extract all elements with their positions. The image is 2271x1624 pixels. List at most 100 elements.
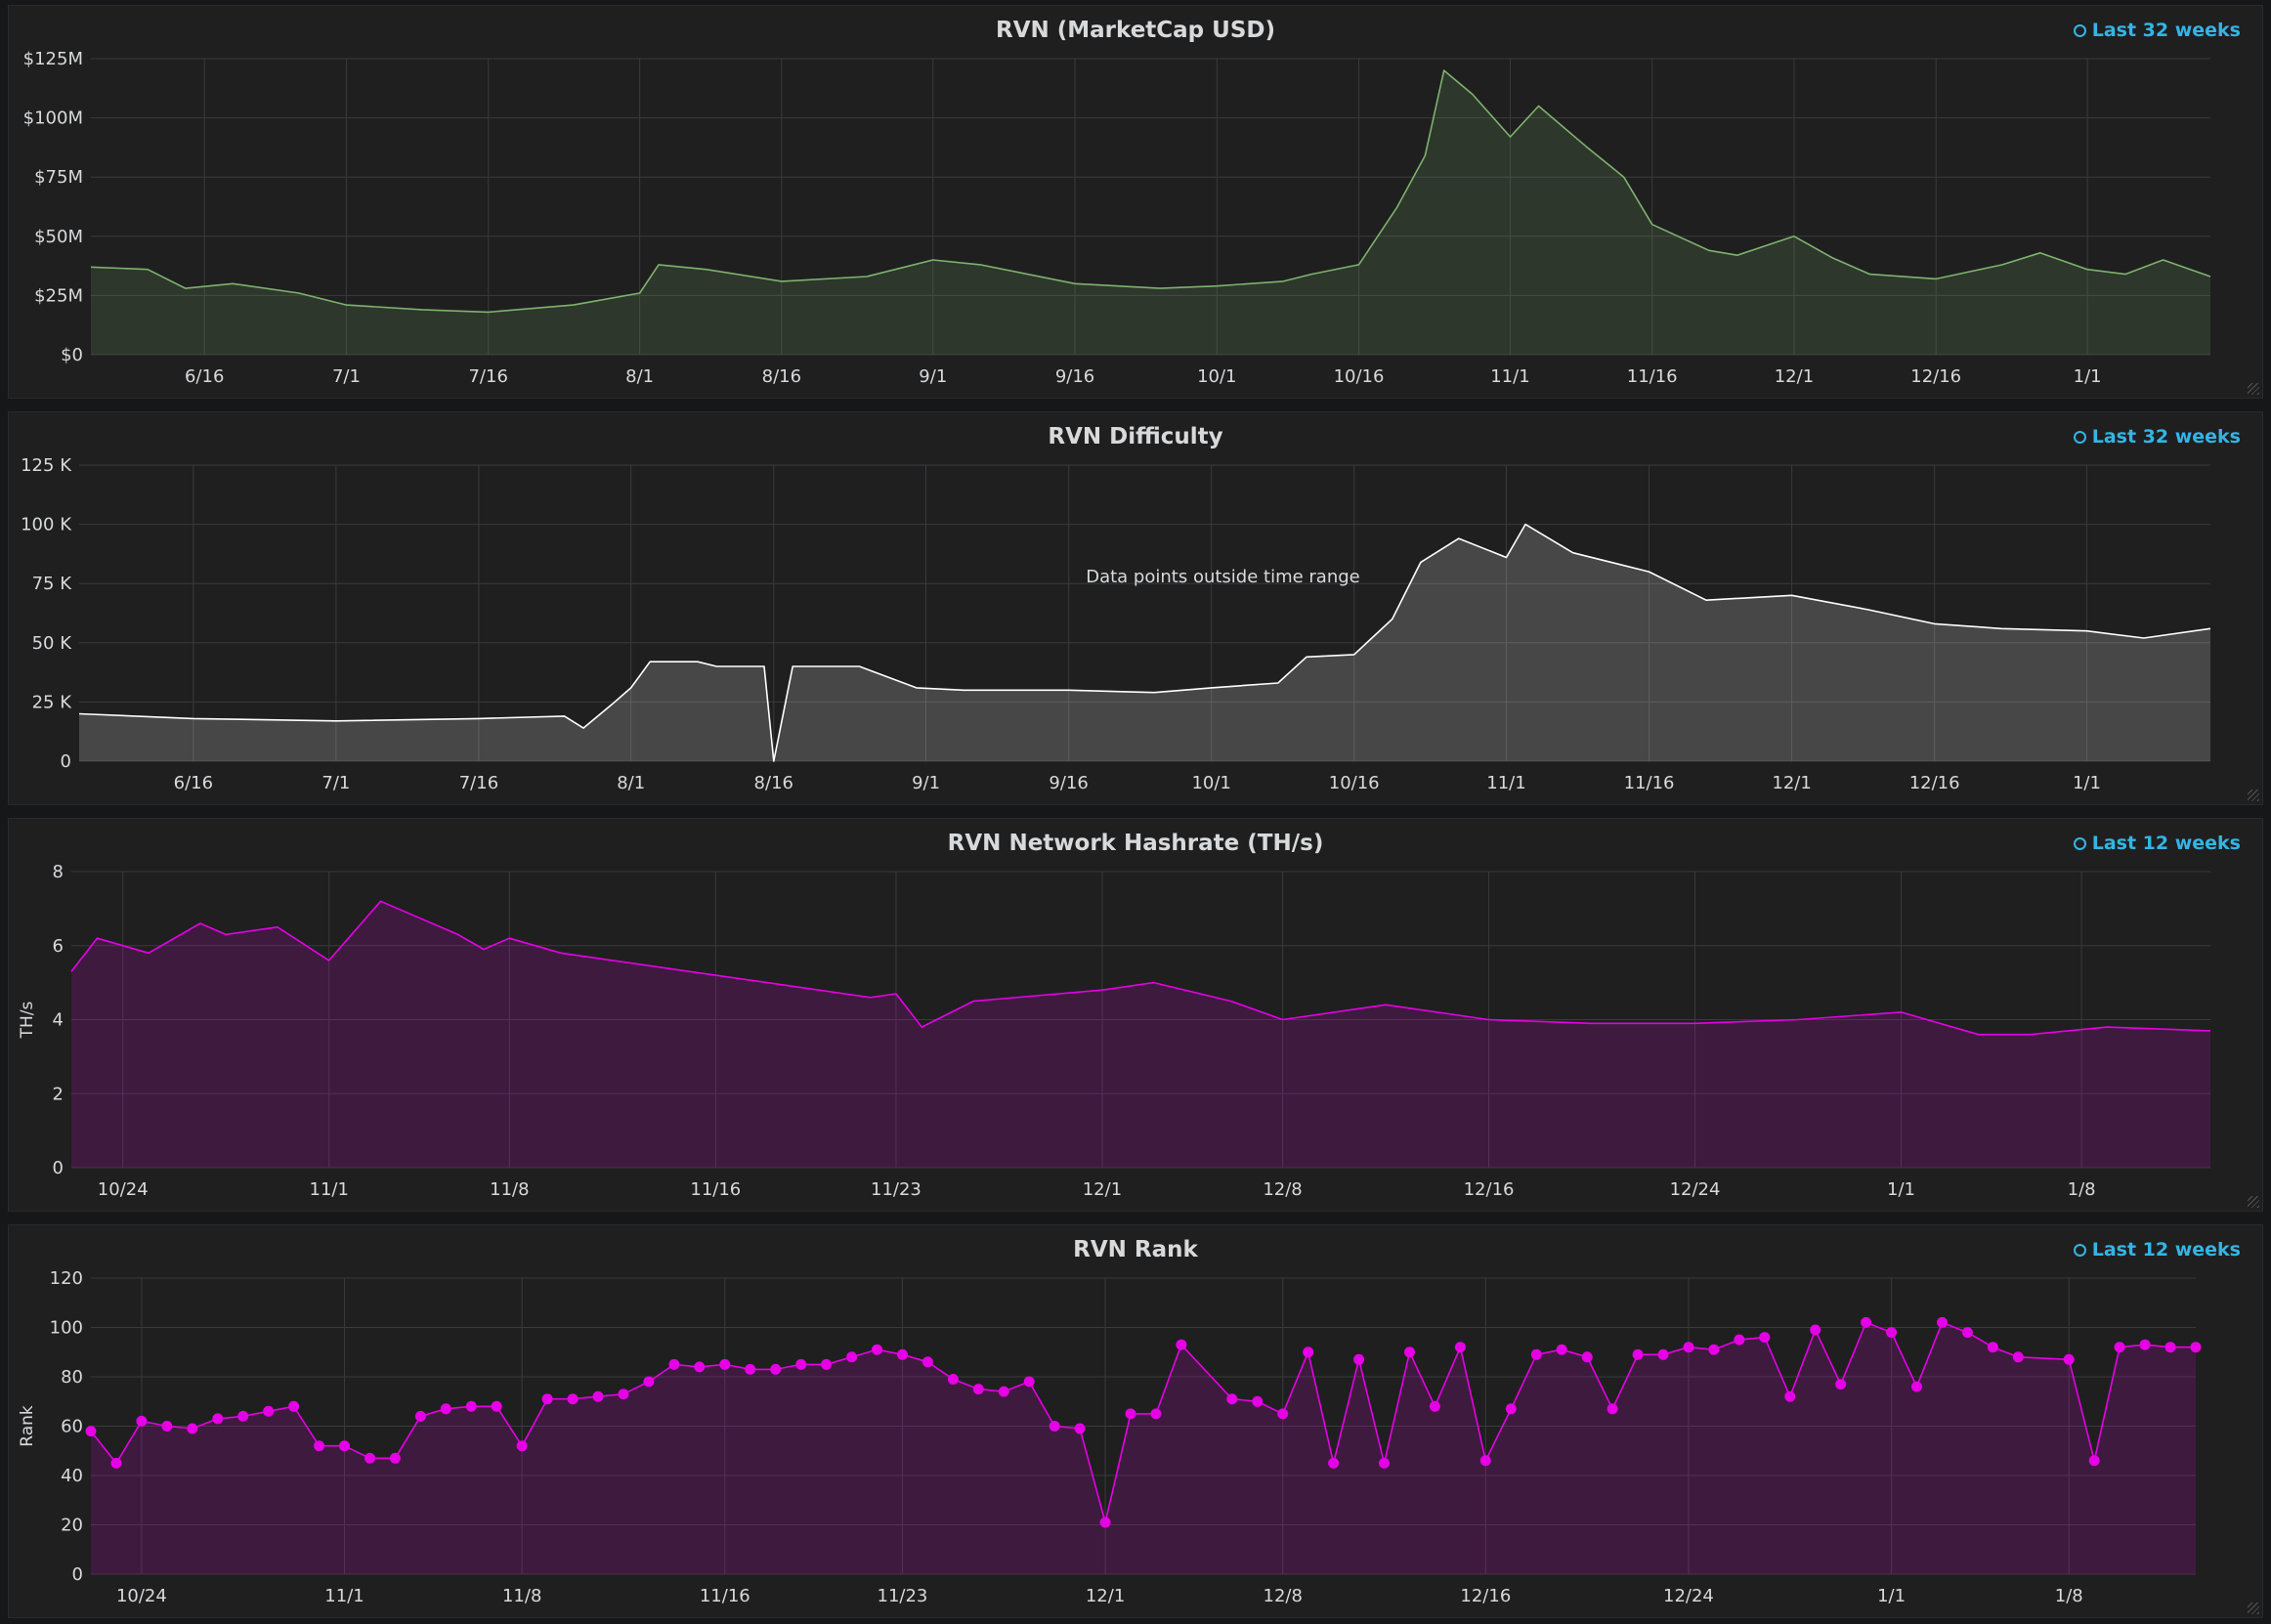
chart-annotation: Data points outside time range (1086, 567, 1360, 587)
series-area-fill (71, 901, 2210, 1168)
data-point (1226, 1393, 1238, 1405)
data-point (1556, 1344, 1567, 1355)
time-range-picker[interactable]: Last 12 weeks (2073, 833, 2241, 854)
x-tick-label: 11/16 (1624, 773, 1675, 793)
x-tick-label: 12/16 (1464, 1179, 1515, 1200)
x-tick-label: 9/1 (912, 773, 940, 793)
x-tick-label: 10/16 (1329, 773, 1380, 793)
resize-handle-icon[interactable] (2248, 383, 2259, 395)
data-point (618, 1389, 629, 1400)
x-tick-label: 11/1 (1486, 773, 1525, 793)
data-point (872, 1344, 882, 1355)
data-point (1683, 1342, 1694, 1353)
x-tick-label: 7/16 (459, 773, 498, 793)
difficulty-chart[interactable]: 0 25 K 50 K 75 K 100 K 125 K 6/16 7/1 7/16 8/1 8/1… (9, 412, 2264, 806)
series-area-fill (79, 524, 2210, 761)
data-point (1074, 1423, 1086, 1434)
clock-icon (2073, 1244, 2086, 1257)
panel-title[interactable]: RVN (MarketCap USD) (995, 18, 1276, 43)
data-point (2139, 1339, 2151, 1350)
data-point (263, 1405, 275, 1417)
x-tick-label: 10/1 (1191, 773, 1230, 793)
x-tick-label: 7/16 (468, 366, 507, 387)
data-point (1379, 1457, 1390, 1469)
data-point (1937, 1316, 1948, 1328)
y-tick-label: 100 K (21, 515, 72, 535)
x-tick-label: 7/1 (332, 366, 361, 387)
data-point (389, 1452, 401, 1464)
panel-title[interactable]: RVN Network Hashrate (TH/s) (947, 831, 1324, 856)
y-tick-label: $0 (61, 345, 83, 365)
resize-handle-icon[interactable] (2248, 1196, 2259, 1208)
x-tick-label: 8/16 (754, 773, 793, 793)
data-point (1404, 1346, 1415, 1358)
x-tick-label: 11/23 (871, 1179, 921, 1200)
data-point (1303, 1346, 1314, 1358)
data-point (2114, 1342, 2125, 1353)
x-tick-label: 9/1 (919, 366, 947, 387)
x-tick-label: 1/1 (1887, 1179, 1915, 1200)
data-point (85, 1426, 97, 1437)
data-point (1657, 1348, 1669, 1360)
hashrate-chart[interactable]: 0 2 4 6 8 10/24 11/1 11/8 11/16 11/23 12/1 12/8 12/1… (9, 819, 2264, 1213)
data-point (440, 1403, 451, 1415)
rank-chart[interactable]: 0 20 40 60 80 100 120 10/24 11/1 11/8 11/16 11/23 12… (9, 1225, 2264, 1619)
x-tick-label: 11/8 (502, 1586, 541, 1606)
x-tick-label: 7/1 (321, 773, 350, 793)
series-line (90, 69, 2211, 314)
data-point (237, 1410, 249, 1422)
data-point (1861, 1316, 1872, 1328)
x-tick-label: 9/16 (1049, 773, 1088, 793)
data-point (846, 1351, 858, 1363)
y-axis-label: TH/s (18, 1001, 37, 1039)
x-tick-label: 11/23 (878, 1586, 928, 1606)
y-tick-label: 75 K (32, 574, 73, 594)
data-point (1125, 1408, 1136, 1420)
data-point (1328, 1457, 1340, 1469)
time-range-label: Last 32 weeks (2091, 426, 2241, 448)
y-tick-label: 20 (61, 1516, 83, 1536)
data-point (1353, 1353, 1365, 1365)
marketcap-chart[interactable]: $0 $25M $50M $75M $100M $125M 6/16 7/1 7/16 8/1 8/… (9, 6, 2264, 400)
time-range-picker[interactable]: Last 12 weeks (2073, 1239, 2241, 1261)
data-point (947, 1374, 959, 1385)
x-tick-label: 12/24 (1670, 1179, 1721, 1200)
panel-title[interactable]: RVN Difficulty (1048, 424, 1223, 449)
difficulty-panel: RVN Difficulty Last 32 weeks 0 25 K 50 K 75… (8, 411, 2263, 805)
time-range-picker[interactable]: Last 32 weeks (2073, 426, 2241, 448)
time-range-picker[interactable]: Last 32 weeks (2073, 20, 2241, 41)
panel-title[interactable]: RVN Rank (1073, 1237, 1198, 1262)
data-point (821, 1358, 833, 1370)
x-tick-label: 1/8 (2068, 1179, 2096, 1200)
resize-handle-icon[interactable] (2248, 790, 2259, 801)
y-tick-label: 2 (53, 1084, 64, 1104)
y-tick-label: 50 K (32, 633, 73, 654)
y-tick-label: 0 (61, 751, 71, 772)
series-area-fill (91, 1322, 2196, 1574)
x-tick-label: 11/16 (1627, 366, 1678, 387)
y-tick-label: 8 (53, 862, 64, 882)
data-point (2164, 1342, 2176, 1353)
data-point (2190, 1342, 2202, 1353)
x-tick-label: 11/1 (1490, 366, 1529, 387)
data-point (567, 1393, 578, 1405)
data-point (414, 1410, 426, 1422)
y-tick-label: $25M (34, 285, 83, 306)
data-point (972, 1384, 984, 1395)
data-point (643, 1376, 655, 1388)
x-tick-label: 9/16 (1055, 366, 1094, 387)
y-tick-label: 25 K (32, 692, 73, 712)
clock-icon (2073, 431, 2086, 444)
data-point (795, 1358, 807, 1370)
x-tick-label: 10/1 (1197, 366, 1236, 387)
time-range-label: Last 32 weeks (2091, 20, 2241, 41)
x-tick-label: 12/1 (1772, 773, 1811, 793)
data-point (1708, 1344, 1720, 1355)
x-tick-label: 12/16 (1460, 1586, 1511, 1606)
data-point (1810, 1324, 1821, 1336)
data-point (1252, 1395, 1264, 1407)
series-area-fill (91, 70, 2210, 355)
resize-handle-icon[interactable] (2248, 1603, 2259, 1614)
data-point (668, 1358, 680, 1370)
data-point (1734, 1334, 1745, 1346)
